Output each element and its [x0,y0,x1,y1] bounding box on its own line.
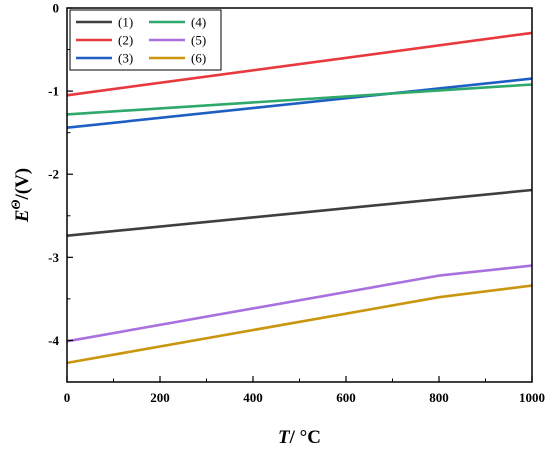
y-axis-title: EΘ/(V) [8,168,33,223]
y-tick-label: 0 [53,1,60,16]
x-tick-label: 0 [64,390,71,405]
legend-label-3: (3) [118,51,133,66]
y-tick-label: -1 [48,84,59,99]
x-tick-label: 200 [150,390,170,405]
series-line-1 [66,188,533,237]
y-axis-title-unit: /(V) [12,168,33,201]
legend-label-1: (1) [118,15,133,30]
y-axis-title-superscript: Θ [8,199,23,209]
x-axis-title: T/ °C [278,427,321,448]
ticks-layer: 0 200 400 600 800 1000 0 -1 -2 -3 -4 [48,1,545,406]
legend-label-5: (5) [191,33,206,48]
x-tick-label: 1000 [519,390,545,405]
legend-label-6: (6) [191,51,206,66]
series-line-6 [66,284,533,365]
x-tick-label: 800 [429,390,449,405]
y-tick-label: -4 [48,333,59,348]
x-tick-label: 600 [336,390,356,405]
series-line-2 [66,31,533,97]
series-line-4 [66,83,533,116]
legend-label-2: (2) [118,33,133,48]
series-line-3 [66,77,533,129]
x-axis-title-variable: T [278,427,291,448]
legend-label-4: (4) [191,15,206,30]
series-layer [66,31,533,365]
series-line-5 [66,264,533,343]
y-axis-title-variable: E [12,209,33,223]
y-tick-label: -2 [48,167,59,182]
legend: (1) (2) (3) (4) (5) (6) [69,9,222,71]
x-axis-title-unit: / °C [289,427,321,448]
y-tick-label: -3 [48,250,59,265]
x-tick-label: 400 [243,390,263,405]
